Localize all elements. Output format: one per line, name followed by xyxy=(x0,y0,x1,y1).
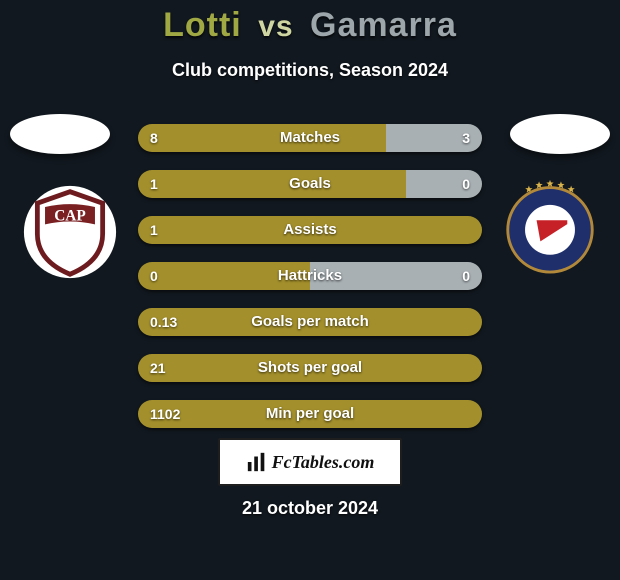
stat-bar: Goals1 0 xyxy=(138,170,482,198)
stat-bar-label: Goals per match xyxy=(138,308,482,336)
stat-bar-left-value: 1 xyxy=(150,216,158,244)
comparison-bars: Matches83Goals10Assists1Hattricks00Goals… xyxy=(138,124,482,446)
club-crest-right xyxy=(502,178,598,274)
stat-bar-label: Min per goal xyxy=(138,400,482,428)
stat-bar: Goals per match0.13 xyxy=(138,308,482,336)
title-vs: vs xyxy=(258,10,293,43)
shield-outline xyxy=(37,192,102,275)
stat-bar: Min per goal1102 xyxy=(138,400,482,428)
club-crest-left: CAP xyxy=(22,184,118,280)
brand-text: FcTables.com xyxy=(272,452,375,473)
stat-bar: Assists1 xyxy=(138,216,482,244)
page-title: Lotti vs Gamarra xyxy=(0,6,620,45)
stat-bar: Hattricks0 0 xyxy=(138,262,482,290)
stat-bar-label: Hattricks xyxy=(138,262,482,290)
title-right-player: Gamarra xyxy=(310,6,457,44)
title-left-player: Lotti xyxy=(163,6,242,44)
stat-bar-label: Assists xyxy=(138,216,482,244)
stat-bar-left-value: 21 xyxy=(150,354,166,382)
stat-bar-left-value: 8 xyxy=(150,124,158,152)
star-icon xyxy=(546,180,553,187)
stat-bar-label: Matches xyxy=(138,124,482,152)
stat-bar-label: Shots per goal xyxy=(138,354,482,382)
stat-bar: Matches8 3 xyxy=(138,124,482,152)
stat-bar-right-value: 0 xyxy=(462,170,470,198)
brand-logo-box: FcTables.com xyxy=(218,438,402,486)
bars-icon xyxy=(246,451,268,473)
player-photo-placeholder-right xyxy=(510,114,610,154)
stat-bar-right-value: 0 xyxy=(462,262,470,290)
stat-bar-label: Goals xyxy=(138,170,482,198)
stat-bar-left-value: 1102 xyxy=(150,400,180,428)
stat-bar-left-value: 0.13 xyxy=(150,308,177,336)
player-photo-placeholder-left xyxy=(10,114,110,154)
footer-date: 21 october 2024 xyxy=(0,498,620,519)
stat-bar-left-value: 1 xyxy=(150,170,158,198)
stat-bar-left-value: 0 xyxy=(150,262,158,290)
crest-letters: CAP xyxy=(54,207,86,224)
stat-bar: Shots per goal21 xyxy=(138,354,482,382)
stat-bar-right-value: 3 xyxy=(462,124,470,152)
subtitle: Club competitions, Season 2024 xyxy=(0,60,620,81)
